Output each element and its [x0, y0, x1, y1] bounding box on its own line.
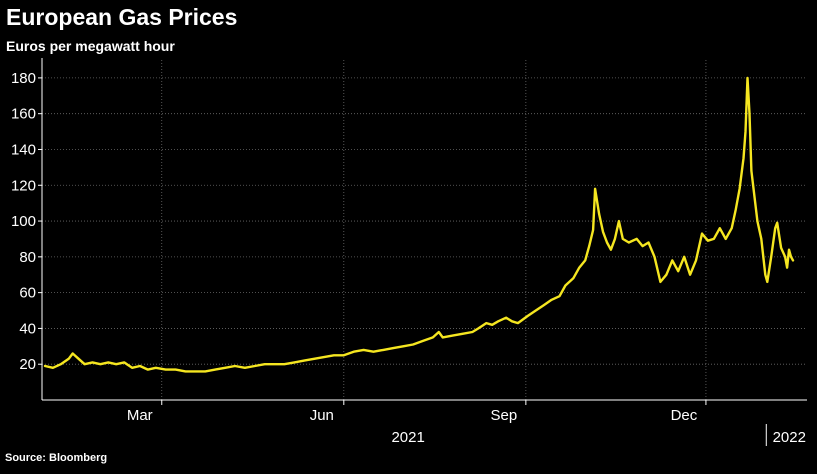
x-tick-label-sep: Sep [491, 407, 518, 424]
y-tick-label-160: 160 [11, 106, 36, 123]
x-tick-label-dec: Dec [671, 407, 698, 424]
year-label-2022: 2022 [773, 429, 806, 446]
year-label-2021: 2021 [391, 429, 424, 446]
chart-title: European Gas Prices [6, 4, 238, 30]
y-tick-label-180: 180 [11, 70, 36, 87]
series-layer [43, 76, 795, 373]
axes: 20 40 60 80 100 120 140 160 180 Mar Jun Sep Dec 2021 2… [11, 58, 807, 446]
x-tick-label-jun: Jun [310, 407, 334, 424]
x-tick-label-mar: Mar [127, 407, 153, 424]
y-tick-label-120: 120 [11, 177, 36, 194]
y-tick-label-140: 140 [11, 141, 36, 158]
y-tick-label-60: 60 [19, 285, 36, 302]
y-tick-label-40: 40 [19, 320, 36, 337]
grid-lines [42, 60, 807, 400]
y-tick-label-20: 20 [19, 356, 36, 373]
source-note: Source: Bloomberg [5, 452, 108, 464]
series-line-0 [43, 76, 795, 373]
chart-subtitle: Euros per megawatt hour [6, 38, 175, 54]
y-tick-label-100: 100 [11, 213, 36, 230]
y-tick-label-80: 80 [19, 249, 36, 266]
